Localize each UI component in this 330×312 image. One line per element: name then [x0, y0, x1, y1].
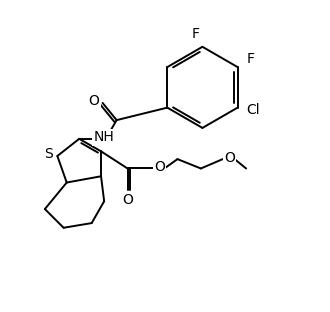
Text: O: O — [154, 160, 165, 174]
Text: F: F — [247, 52, 255, 66]
Text: O: O — [88, 95, 99, 108]
Text: NH: NH — [94, 130, 115, 144]
Text: O: O — [224, 151, 235, 164]
Text: Cl: Cl — [247, 103, 260, 117]
Text: F: F — [192, 27, 200, 41]
Text: S: S — [44, 147, 53, 160]
Text: O: O — [122, 193, 133, 207]
